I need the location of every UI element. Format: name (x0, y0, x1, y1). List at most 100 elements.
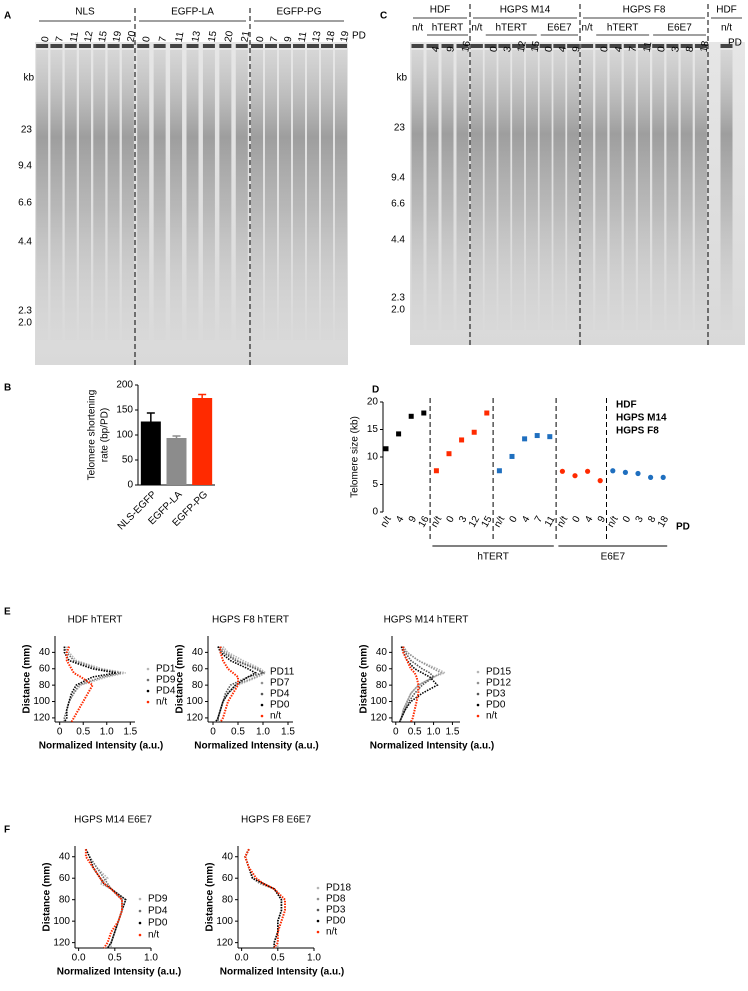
kb-label: kb (23, 73, 34, 84)
x-tick-label: 0 (621, 514, 634, 525)
panel-letter: A (4, 11, 11, 22)
legend-label: PD8 (326, 894, 346, 905)
gel-well (426, 44, 439, 48)
lane-smear (335, 50, 347, 340)
gel-well (107, 44, 120, 48)
gel-well (186, 44, 199, 48)
lane-label: 16 (460, 40, 473, 53)
size-marker: 2.3 (391, 293, 405, 304)
legend-label: PD3 (486, 689, 506, 700)
gel-well (335, 44, 347, 48)
x-tick-label: 1.5 (123, 727, 137, 738)
lane-label: 4 (613, 45, 625, 53)
gel-well (553, 44, 566, 48)
y-tick-label: 80 (39, 680, 51, 691)
legend-label: n/t (326, 927, 337, 938)
x-tick-label: 0.5 (76, 727, 90, 738)
legend-marker (138, 921, 142, 925)
gel-well (307, 44, 319, 48)
x-tick-label: 12 (467, 514, 482, 530)
y-tick-label: 5 (372, 479, 378, 490)
gel-well (525, 44, 538, 48)
legend-label: HGPS M14 (616, 413, 667, 424)
point (597, 478, 603, 484)
gel-well (680, 44, 693, 48)
lane-label: 12 (83, 30, 96, 43)
lane-label: 0 (255, 35, 267, 43)
gel-well (539, 44, 552, 48)
gel-well (595, 44, 608, 48)
x-tick-label: 9 (596, 514, 609, 525)
point (421, 410, 427, 416)
point (648, 474, 654, 480)
profile-line (85, 848, 123, 949)
y-tick-label: 100 (186, 696, 203, 707)
x-tick-label: 9 (407, 514, 420, 525)
group-label: EGFP-PG (276, 7, 321, 18)
subgroup-label: E6E7 (547, 23, 572, 34)
bracket-label: hTERT (477, 552, 509, 563)
y-tick-label: 40 (192, 647, 204, 658)
bar (166, 438, 187, 485)
y-axis-label: rate (bp/PD) (100, 408, 111, 462)
lane-label: 13 (311, 30, 324, 43)
x-tick-label: 7 (533, 514, 546, 525)
x-tick-label: 0 (508, 514, 521, 525)
legend-label: n/t (486, 711, 497, 722)
gel-well (50, 44, 63, 48)
y-tick-label: 60 (222, 873, 234, 884)
gel-well (609, 44, 622, 48)
untreated-label: n/t (582, 23, 593, 34)
legend-marker (260, 703, 264, 707)
plot-title: HGPS F8 hTERT (212, 615, 289, 626)
x-tick-label: 18 (656, 514, 671, 530)
x-tick-label: 0.5 (231, 727, 245, 738)
legend-marker (138, 909, 142, 913)
lane-smear (512, 50, 525, 330)
y-tick-label: 80 (376, 680, 388, 691)
legend-label: PD4 (270, 689, 290, 700)
lane-label: 0 (656, 45, 668, 53)
y-tick-label: 120 (370, 713, 387, 724)
pd-label: PD (728, 38, 742, 49)
lane-label: 15 (530, 40, 543, 53)
x-tick-label: 0 (210, 727, 216, 738)
lane-label: 0 (543, 45, 555, 53)
x-tick-label: 0.0 (235, 953, 249, 964)
lane-smear (666, 50, 679, 330)
legend-label: PD12 (486, 678, 511, 689)
x-axis-label: PD (676, 522, 690, 533)
gel-well (638, 44, 650, 48)
profile-line (398, 646, 443, 723)
lane-label: 11 (642, 40, 655, 53)
lane-smear (567, 50, 580, 330)
x-tick-label: 1.5 (281, 727, 295, 738)
legend-marker (146, 700, 150, 704)
y-tick-label: 80 (59, 894, 71, 905)
legend-marker (260, 714, 264, 718)
lane-label: 20 (223, 30, 236, 43)
gel-well (720, 44, 733, 48)
profile-line (244, 848, 283, 948)
lane-label: 20 (126, 30, 139, 43)
legend-marker (316, 897, 320, 901)
lane-label: 18 (325, 30, 338, 43)
lane-label: 3 (502, 45, 514, 53)
y-tick-label: 40 (222, 851, 234, 862)
x-tick-label: 0 (393, 727, 399, 738)
plot-title: HGPS M14 hTERT (384, 615, 469, 626)
point (433, 468, 439, 474)
x-tick-label: 1.0 (144, 953, 158, 964)
point (635, 470, 641, 477)
legend-label: PD0 (486, 700, 506, 711)
x-tick-label: 1.5 (445, 727, 459, 738)
y-tick-label: 100 (370, 696, 387, 707)
lane-label: 19 (111, 30, 124, 43)
gel-well (581, 44, 594, 48)
gel-well (441, 44, 454, 48)
y-tick-label: 100 (116, 430, 133, 441)
gel-well (121, 44, 134, 48)
profile-line (84, 849, 123, 949)
untreated-label: n/t (721, 23, 732, 34)
size-marker: 4.4 (391, 235, 405, 246)
